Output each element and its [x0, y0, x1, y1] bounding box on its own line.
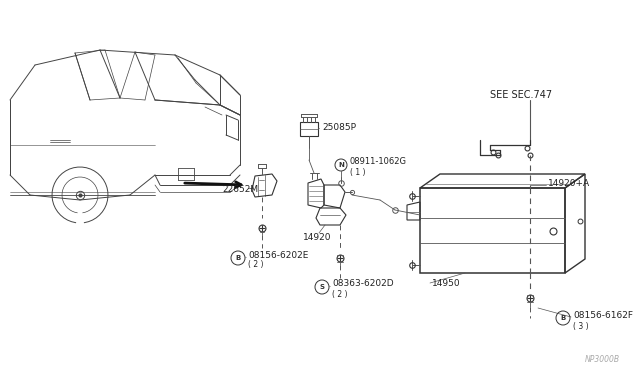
Text: ( 3 ): ( 3 ) [573, 321, 589, 330]
Text: 14920: 14920 [303, 232, 332, 241]
Text: 22652M: 22652M [222, 186, 258, 195]
Text: NP3000B: NP3000B [585, 356, 620, 365]
Text: 25085P: 25085P [322, 124, 356, 132]
Text: B: B [561, 315, 566, 321]
Text: S: S [319, 284, 324, 290]
Text: 14920+A: 14920+A [548, 179, 590, 187]
Text: 14950: 14950 [432, 279, 461, 289]
Bar [420, 188, 565, 273]
Text: N: N [338, 162, 344, 168]
Text: 08363-6202D: 08363-6202D [332, 279, 394, 289]
Text: 08156-6162F: 08156-6162F [573, 311, 633, 320]
Text: ( 2 ): ( 2 ) [332, 289, 348, 298]
Text: B: B [236, 255, 241, 261]
Text: SEE SEC.747: SEE SEC.747 [490, 90, 552, 100]
Text: 08911-1062G: 08911-1062G [350, 157, 407, 167]
Text: 08156-6202E: 08156-6202E [248, 250, 308, 260]
Bar [300, 122, 318, 136]
Text: ( 2 ): ( 2 ) [248, 260, 264, 269]
Text: ( 1 ): ( 1 ) [350, 169, 365, 177]
